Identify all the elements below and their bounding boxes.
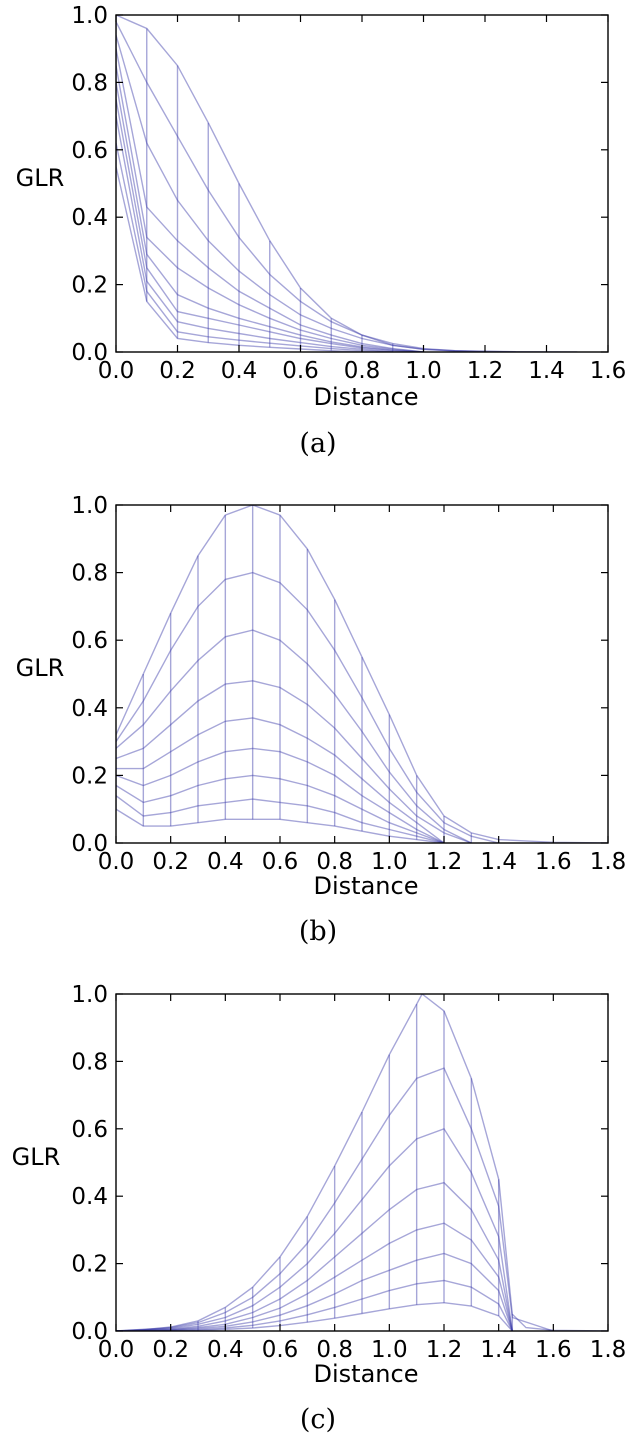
y-tick-label: 0.4	[71, 696, 108, 722]
x-tick-label: 0.2	[159, 358, 196, 384]
x-tick-label: 1.4	[480, 849, 517, 875]
y-tick-label: 0.8	[71, 70, 108, 96]
x-tick-label: 1.2	[426, 849, 463, 875]
series-line-1	[116, 571, 499, 843]
series-line-0	[116, 994, 608, 1331]
y-tick-label: 0.0	[71, 340, 108, 366]
y-tick-label: 0.6	[71, 138, 108, 164]
y-tick-label: 1.0	[71, 493, 108, 519]
series-line-4	[116, 717, 445, 843]
series-line-3	[116, 1181, 513, 1331]
series-line-6	[116, 774, 445, 843]
x-tick-label: 1.6	[535, 849, 572, 875]
plot-frame	[115, 14, 609, 353]
x-tick-label: 0.4	[207, 1337, 244, 1363]
panel-caption: (a)	[299, 428, 336, 459]
chart-panel-2: 0.0 0.2 0.4 0.6 0.8 1.0 1.2 1.4 1.6 1.8 0.0 0.2 0.4 0…	[12, 982, 627, 1435]
series-line-5	[116, 1252, 513, 1331]
x-tick-label: 0.2	[152, 1337, 189, 1363]
x-axis-label: Distance	[314, 872, 419, 900]
x-tick-label: 0.4	[207, 849, 244, 875]
x-tick-label: 0.6	[262, 1337, 299, 1363]
y-tick-label: 1.0	[71, 3, 108, 29]
chart-panel-0: 0.0 0.2 0.4 0.6 0.8 1.0 1.2 1.4 1.6 0.0 0.2 0.4 0.6 0…	[16, 3, 627, 459]
series-line-4	[116, 65, 424, 352]
series-line-7	[116, 795, 445, 843]
series-group	[116, 994, 608, 1331]
panel-caption: (b)	[299, 916, 337, 947]
series-group	[116, 15, 578, 352]
series-line-1	[116, 1067, 554, 1331]
x-tick-label: 0.8	[316, 1337, 353, 1363]
y-tick-label: 0.4	[71, 1184, 108, 1210]
y-tick-label: 0.6	[71, 1117, 108, 1143]
series-line-2	[116, 35, 486, 352]
x-tick-label: 1.8	[590, 849, 627, 875]
x-tick-label: 0.0	[98, 1337, 135, 1363]
x-tick-label: 1.6	[590, 358, 627, 384]
x-tick-label: 1.0	[405, 358, 442, 384]
y-tick-label: 0.8	[71, 1049, 108, 1075]
x-axis-label: Distance	[314, 1360, 419, 1388]
x-tick-label: 0.8	[344, 358, 381, 384]
series-line-2	[116, 629, 472, 843]
chart-panel-1: 0.0 0.2 0.4 0.6 0.8 1.0 1.2 1.4 1.6 1.8 0.0 0.2 0.4 0…	[16, 493, 627, 947]
y-tick-label: 0.0	[71, 831, 108, 857]
y-tick-label: 0.2	[71, 1252, 108, 1278]
x-tick-label: 1.2	[467, 358, 504, 384]
y-tick-label: 0.2	[71, 763, 108, 789]
series-line-5	[116, 82, 424, 352]
x-tick-label: 0.6	[282, 358, 319, 384]
y-tick-label: 0.8	[71, 561, 108, 587]
x-tick-label: 1.0	[371, 849, 408, 875]
series-line-8	[116, 142, 393, 352]
x-tick-label: 1.4	[480, 1337, 517, 1363]
y-axis-label: GLR	[16, 654, 65, 682]
series-line-3	[116, 48, 424, 352]
series-line-0	[116, 505, 608, 843]
x-tick-label: 0.4	[221, 358, 258, 384]
y-axis-label: GLR	[16, 164, 65, 192]
y-tick-label: 1.0	[71, 982, 108, 1008]
x-tick-label: 1.2	[426, 1337, 463, 1363]
series-line-7	[116, 115, 393, 352]
plot-frame	[115, 993, 609, 1332]
x-tick-label: 1.4	[528, 358, 565, 384]
y-tick-label: 0.2	[71, 273, 108, 299]
series-line-5	[116, 747, 445, 843]
y-axis-label: GLR	[12, 1143, 61, 1171]
plot-frame	[115, 504, 609, 844]
x-axis-label: Distance	[314, 383, 419, 411]
series-line-6	[116, 1279, 513, 1331]
series-group	[116, 505, 608, 843]
x-tick-label: 1.6	[535, 1337, 572, 1363]
series-line-7	[116, 1301, 513, 1331]
x-tick-label: 1.8	[590, 1337, 627, 1363]
x-tick-label: 0.6	[262, 849, 299, 875]
x-tick-label: 0.0	[98, 358, 135, 384]
series-line-3	[116, 680, 472, 843]
x-tick-label: 0.2	[152, 849, 189, 875]
series-line-4	[116, 1222, 513, 1331]
x-tick-label: 1.0	[371, 1337, 408, 1363]
x-tick-label: 0.8	[316, 849, 353, 875]
x-tick-label: 0.0	[98, 849, 135, 875]
y-tick-label: 0.0	[71, 1319, 108, 1345]
series-line-0	[116, 15, 578, 352]
y-tick-label: 0.6	[71, 628, 108, 654]
series-line-6	[116, 99, 424, 352]
y-tick-label: 0.4	[71, 205, 108, 231]
panel-caption: (c)	[300, 1404, 336, 1435]
series-line-2	[116, 1127, 513, 1331]
